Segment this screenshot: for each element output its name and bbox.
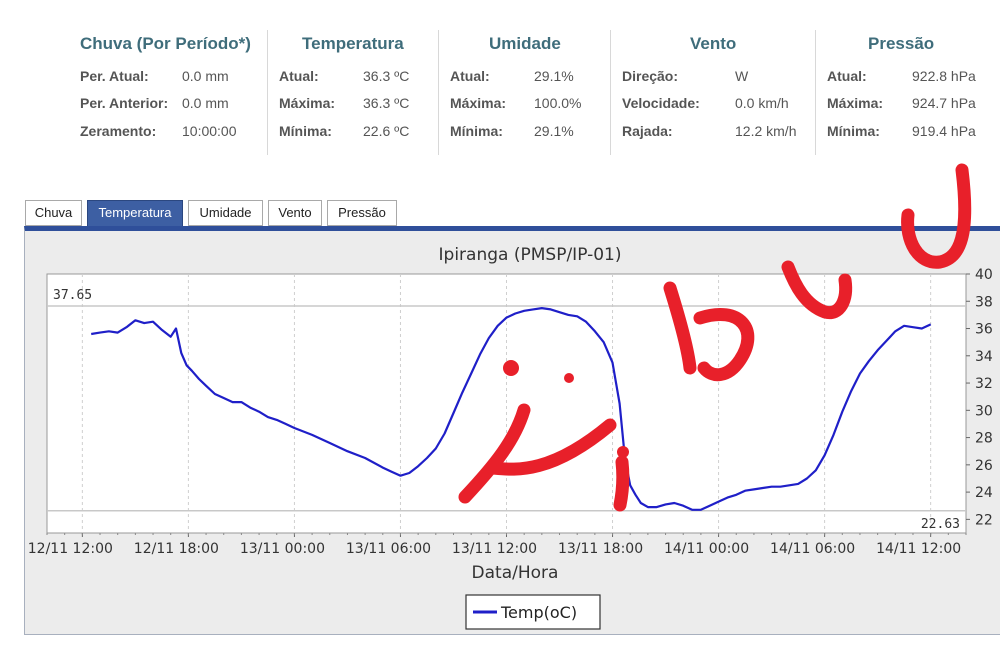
stat-value: 0.0 mm [182, 68, 229, 84]
stat-label: Velocidade: [622, 95, 700, 111]
stat-title-temperature: Temperatura [302, 34, 404, 53]
x-tick-label: 14/11 06:00 [770, 541, 855, 557]
stat-group-pressure: Pressão Atual: 922.8 hPa Máxima: 924.7 h… [815, 30, 995, 155]
stat-row: Direção: W [611, 68, 814, 86]
stat-value: 22.6 ºC [363, 123, 410, 139]
stat-group-temperature: Temperatura Atual: 36.3 ºC Máxima: 36.3 … [267, 30, 437, 155]
stat-value: 10:00:00 [182, 123, 237, 139]
stat-row: Atual: 36.3 ºC [268, 68, 437, 86]
chart-title: Ipiranga (PMSP/IP-01) [439, 245, 622, 265]
stat-row: Mínima: 919.4 hPa [816, 123, 995, 141]
stat-label: Direção: [622, 68, 679, 84]
x-tick-label: 13/11 12:00 [452, 541, 537, 557]
stat-label: Máxima: [827, 95, 884, 111]
y-tick-label: 22 [975, 512, 993, 528]
stat-label: Mínima: [827, 123, 880, 139]
stat-row: Atual: 922.8 hPa [816, 68, 995, 86]
stat-label: Atual: [827, 68, 867, 84]
x-tick-label: 12/11 18:00 [134, 541, 219, 557]
stat-value: 29.1% [534, 123, 574, 139]
stat-value: 100.0% [534, 95, 582, 111]
temperature-chart: Ipiranga (PMSP/IP-01) 12/11 12:00 12/11 18… [28, 245, 993, 630]
stat-value: 924.7 hPa [912, 95, 976, 111]
min-marker-label: 22.63 [921, 517, 960, 532]
chart-panel: Ipiranga (PMSP/IP-01) 12/11 12:00 12/11 18… [24, 226, 1000, 635]
x-tick-label: 13/11 18:00 [558, 541, 643, 557]
stat-label: Mínima: [450, 123, 503, 139]
y-tick-label: 32 [975, 376, 993, 392]
legend-label: Temp(oC) [500, 603, 577, 622]
stat-value: 919.4 hPa [912, 123, 976, 139]
stat-title-rain: Chuva (Por Período*) [80, 34, 251, 53]
stat-label: Atual: [279, 68, 319, 84]
x-tick-label: 12/11 12:00 [28, 541, 113, 557]
y-tick-label: 28 [975, 431, 993, 447]
stat-label: Máxima: [279, 95, 336, 111]
stat-label: Rajada: [622, 123, 673, 139]
stat-row: Zeramento: 10:00:00 [80, 123, 265, 141]
stat-group-wind: Vento Direção: W Velocidade: 0.0 km/h Ra… [610, 30, 814, 155]
stat-row: Velocidade: 0.0 km/h [611, 95, 814, 113]
stat-title-pressure: Pressão [868, 34, 935, 53]
y-tick-label: 36 [975, 322, 993, 338]
stat-value: 922.8 hPa [912, 68, 976, 84]
stat-title-wind: Vento [690, 34, 737, 53]
station-stats: Chuva (Por Período*) Per. Atual: 0.0 mm … [0, 0, 1000, 160]
temperature-series-line [91, 306, 932, 511]
stat-label: Mínima: [279, 123, 332, 139]
stat-row: Máxima: 100.0% [439, 95, 609, 113]
stat-value: 0.0 mm [182, 95, 229, 111]
tab-umidade[interactable]: Umidade [188, 200, 263, 226]
tab-temperatura[interactable]: Temperatura [87, 200, 183, 227]
stat-group-humidity: Umidade Atual: 29.1% Máxima: 100.0% Míni… [438, 30, 609, 155]
stat-value: 36.3 ºC [363, 95, 410, 111]
stat-group-rain: Chuva (Por Período*) Per. Atual: 0.0 mm … [80, 30, 265, 155]
tab-vento[interactable]: Vento [268, 200, 322, 226]
stat-value: 29.1% [534, 68, 574, 84]
stat-row: Máxima: 924.7 hPa [816, 95, 995, 113]
x-tick-label: 13/11 00:00 [240, 541, 325, 557]
stat-label: Zeramento: [80, 123, 157, 139]
max-marker-label: 37.65 [53, 288, 92, 303]
y-tick-label: 38 [975, 294, 993, 310]
stat-value: 0.0 km/h [735, 95, 789, 111]
tab-chuva[interactable]: Chuva [25, 200, 82, 226]
y-tick-label: 34 [975, 349, 993, 365]
stat-row: Per. Anterior: 0.0 mm [80, 95, 265, 113]
stat-row: Mínima: 29.1% [439, 123, 609, 141]
y-tick-label: 40 [975, 267, 993, 283]
stat-row: Per. Atual: 0.0 mm [80, 68, 265, 86]
x-tick-label: 14/11 00:00 [664, 541, 749, 557]
stat-row: Máxima: 36.3 ºC [268, 95, 437, 113]
y-tick-label: 24 [975, 485, 993, 501]
stat-label: Máxima: [450, 95, 507, 111]
stat-row: Rajada: 12.2 km/h [611, 123, 814, 141]
x-axis-label: Data/Hora [472, 563, 559, 583]
tab-pressao[interactable]: Pressão [327, 200, 397, 226]
stat-row: Mínima: 22.6 ºC [268, 123, 437, 141]
stat-label: Per. Anterior: [80, 95, 169, 111]
stat-value: 36.3 ºC [363, 68, 410, 84]
stat-label: Atual: [450, 68, 490, 84]
stat-label: Per. Atual: [80, 68, 149, 84]
x-tick-label: 14/11 12:00 [876, 541, 961, 557]
stat-row: Atual: 29.1% [439, 68, 609, 86]
stat-value: W [735, 68, 749, 84]
x-tick-label: 13/11 06:00 [346, 541, 431, 557]
y-tick-label: 26 [975, 458, 993, 474]
stat-title-humidity: Umidade [489, 34, 561, 53]
stat-value: 12.2 km/h [735, 123, 797, 139]
y-tick-label: 30 [975, 403, 993, 419]
